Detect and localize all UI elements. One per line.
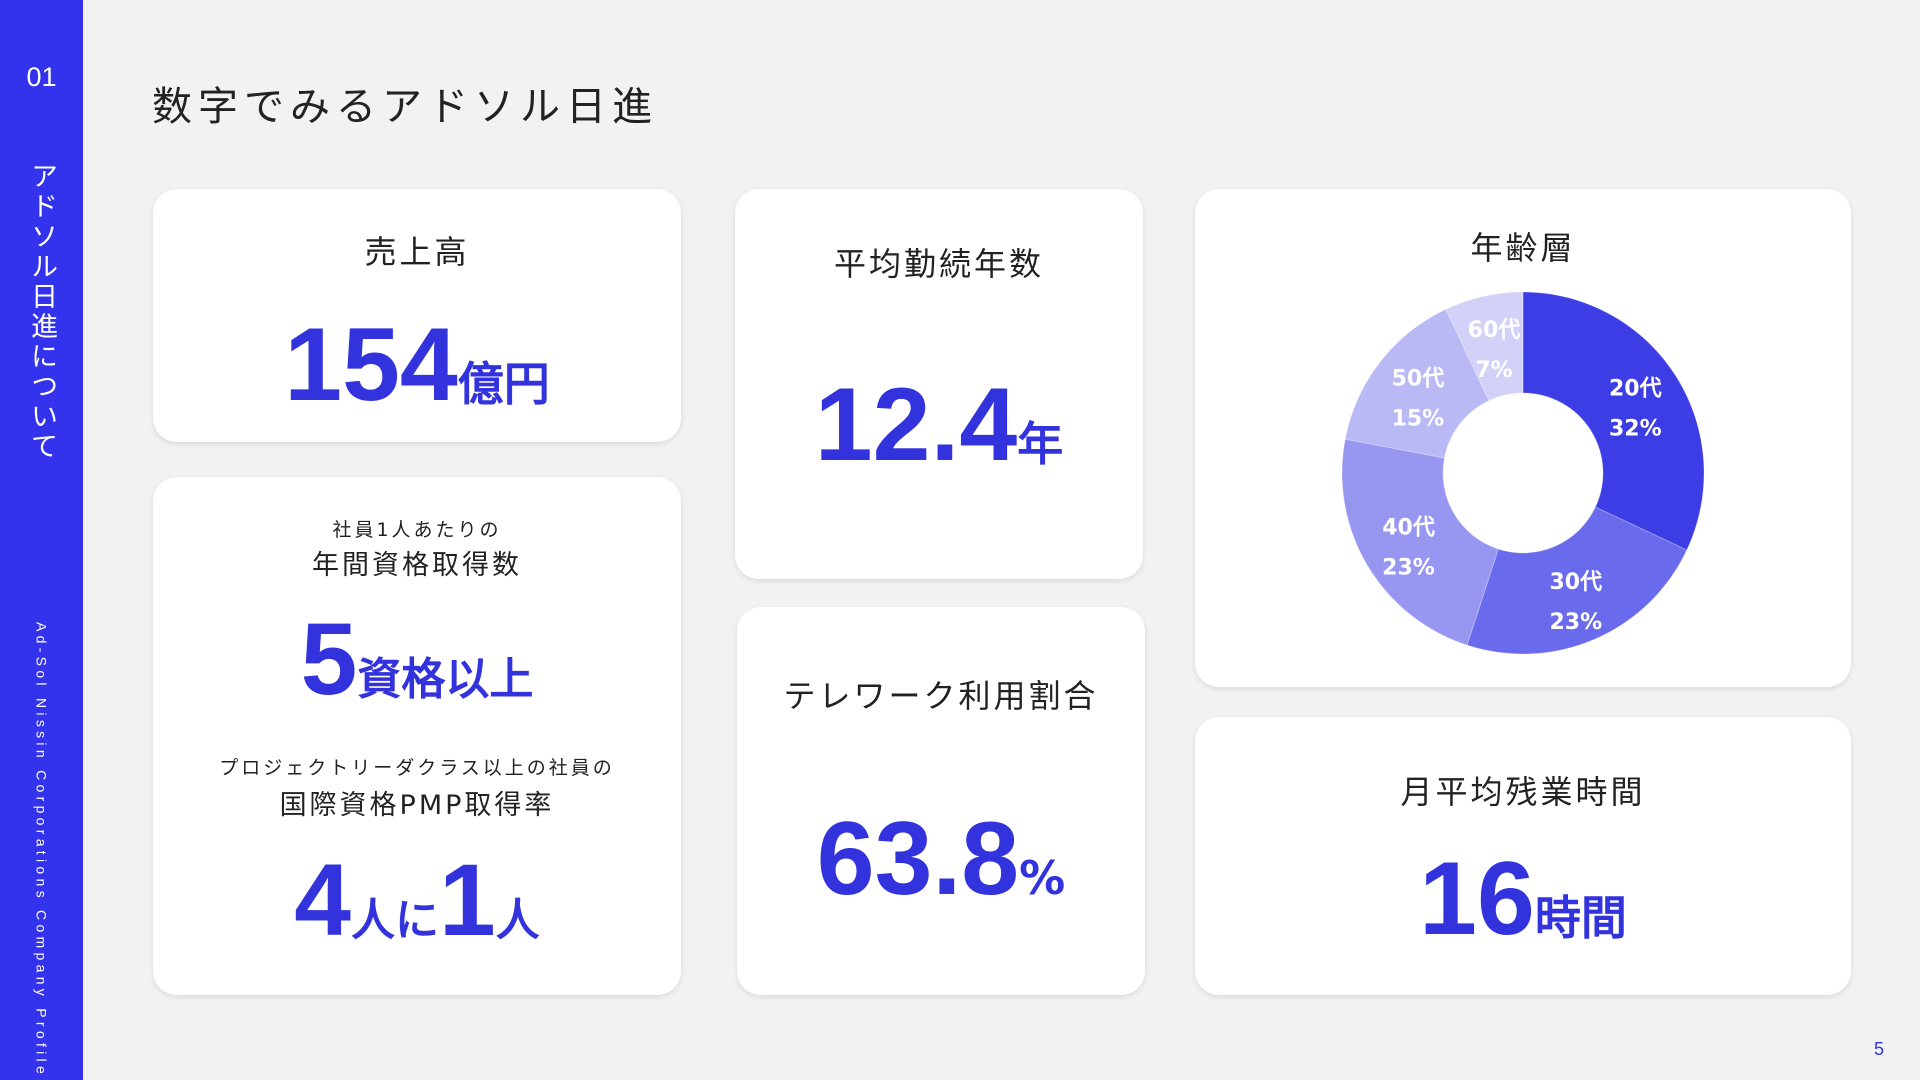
overtime-value: 16時間 — [1195, 847, 1851, 951]
telework-label: テレワーク利用割合 — [783, 677, 1099, 715]
telework-value: 63.8% — [737, 807, 1145, 911]
slice-value-label: 32% — [1609, 417, 1662, 442]
overtime-unit: 時間 — [1534, 891, 1627, 945]
pmp-number-a: 4 — [294, 843, 351, 957]
slice-category-label: 30代 — [1550, 570, 1603, 595]
pmp-unit-a: 人に — [351, 895, 439, 946]
certifications-value: 5資格以上 — [153, 608, 681, 710]
section-number: 01 — [26, 62, 57, 92]
sales-card: 売上高 154億円 — [153, 189, 681, 442]
company-profile-label: Ad-Sol Nissin Corporations Company Profi… — [33, 622, 50, 1079]
page-number: 5 — [1873, 1039, 1884, 1059]
slice-value-label: 23% — [1382, 556, 1435, 581]
sales-label: 売上高 — [364, 233, 470, 271]
slice-category-label: 60代 — [1468, 318, 1521, 343]
age-chart-card: 年齢層 20代 32% 30代 23% 40代 23% 50代 15% 60代 7% — [1195, 189, 1851, 687]
certifications-number: 5 — [300, 602, 358, 716]
sales-unit: 億円 — [457, 357, 550, 411]
telework-unit: % — [1019, 851, 1066, 905]
donut-slice-40代 — [1341, 438, 1499, 646]
telework-number: 63.8 — [816, 801, 1020, 917]
certifications-card: 社員1人あたりの 年間資格取得数 5資格以上 プロジェクトリーダクラス以上の社員… — [153, 477, 681, 995]
slice-category-label: 40代 — [1382, 516, 1435, 541]
donut-slice-60代 — [1445, 291, 1524, 402]
section-title: アドソル日進について — [26, 162, 57, 462]
tenure-value: 12.4年 — [735, 373, 1143, 477]
pmp-sub-label: プロジェクトリーダクラス以上の社員の — [219, 757, 615, 779]
tenure-unit: 年 — [1017, 417, 1064, 471]
pmp-unit-b: 人 — [495, 895, 540, 946]
overtime-card: 月平均残業時間 16時間 — [1195, 717, 1851, 995]
slice-value-label: 15% — [1392, 406, 1445, 431]
slice-value-label: 23% — [1549, 610, 1602, 635]
slice-value-label: 7% — [1475, 358, 1512, 383]
overtime-number: 16 — [1419, 841, 1535, 957]
certifications-label: 年間資格取得数 — [312, 550, 522, 581]
sales-number: 154 — [284, 307, 458, 423]
pmp-label: 国際資格PMP取得率 — [279, 790, 555, 821]
tenure-number: 12.4 — [814, 367, 1018, 483]
donut-slice-30代 — [1466, 506, 1688, 655]
page-title: 数字でみるアドソル日進 — [152, 84, 658, 130]
telework-card: テレワーク利用割合 63.8% — [737, 607, 1145, 995]
certifications-unit: 資格以上 — [357, 654, 534, 705]
tenure-label: 平均勤続年数 — [833, 245, 1044, 283]
slice-category-label: 20代 — [1609, 377, 1662, 402]
sidebar: 01 アドソル日進について Ad-Sol Nissin Corporations… — [0, 0, 83, 1080]
pmp-number-b: 1 — [439, 843, 496, 957]
sales-value: 154億円 — [153, 313, 681, 417]
age-donut-chart: 20代 32% 30代 23% 40代 23% 50代 15% 60代 7% — [1341, 291, 1705, 655]
donut-slice-20代 — [1522, 291, 1705, 551]
slice-category-label: 50代 — [1392, 366, 1445, 391]
tenure-card: 平均勤続年数 12.4年 — [735, 189, 1143, 579]
donut-slice-50代 — [1344, 308, 1490, 459]
certifications-sub-label: 社員1人あたりの — [332, 519, 502, 541]
pmp-value: 4人に1人 — [153, 849, 681, 951]
overtime-label: 月平均残業時間 — [1400, 773, 1646, 811]
age-chart-title: 年齢層 — [1470, 229, 1576, 267]
